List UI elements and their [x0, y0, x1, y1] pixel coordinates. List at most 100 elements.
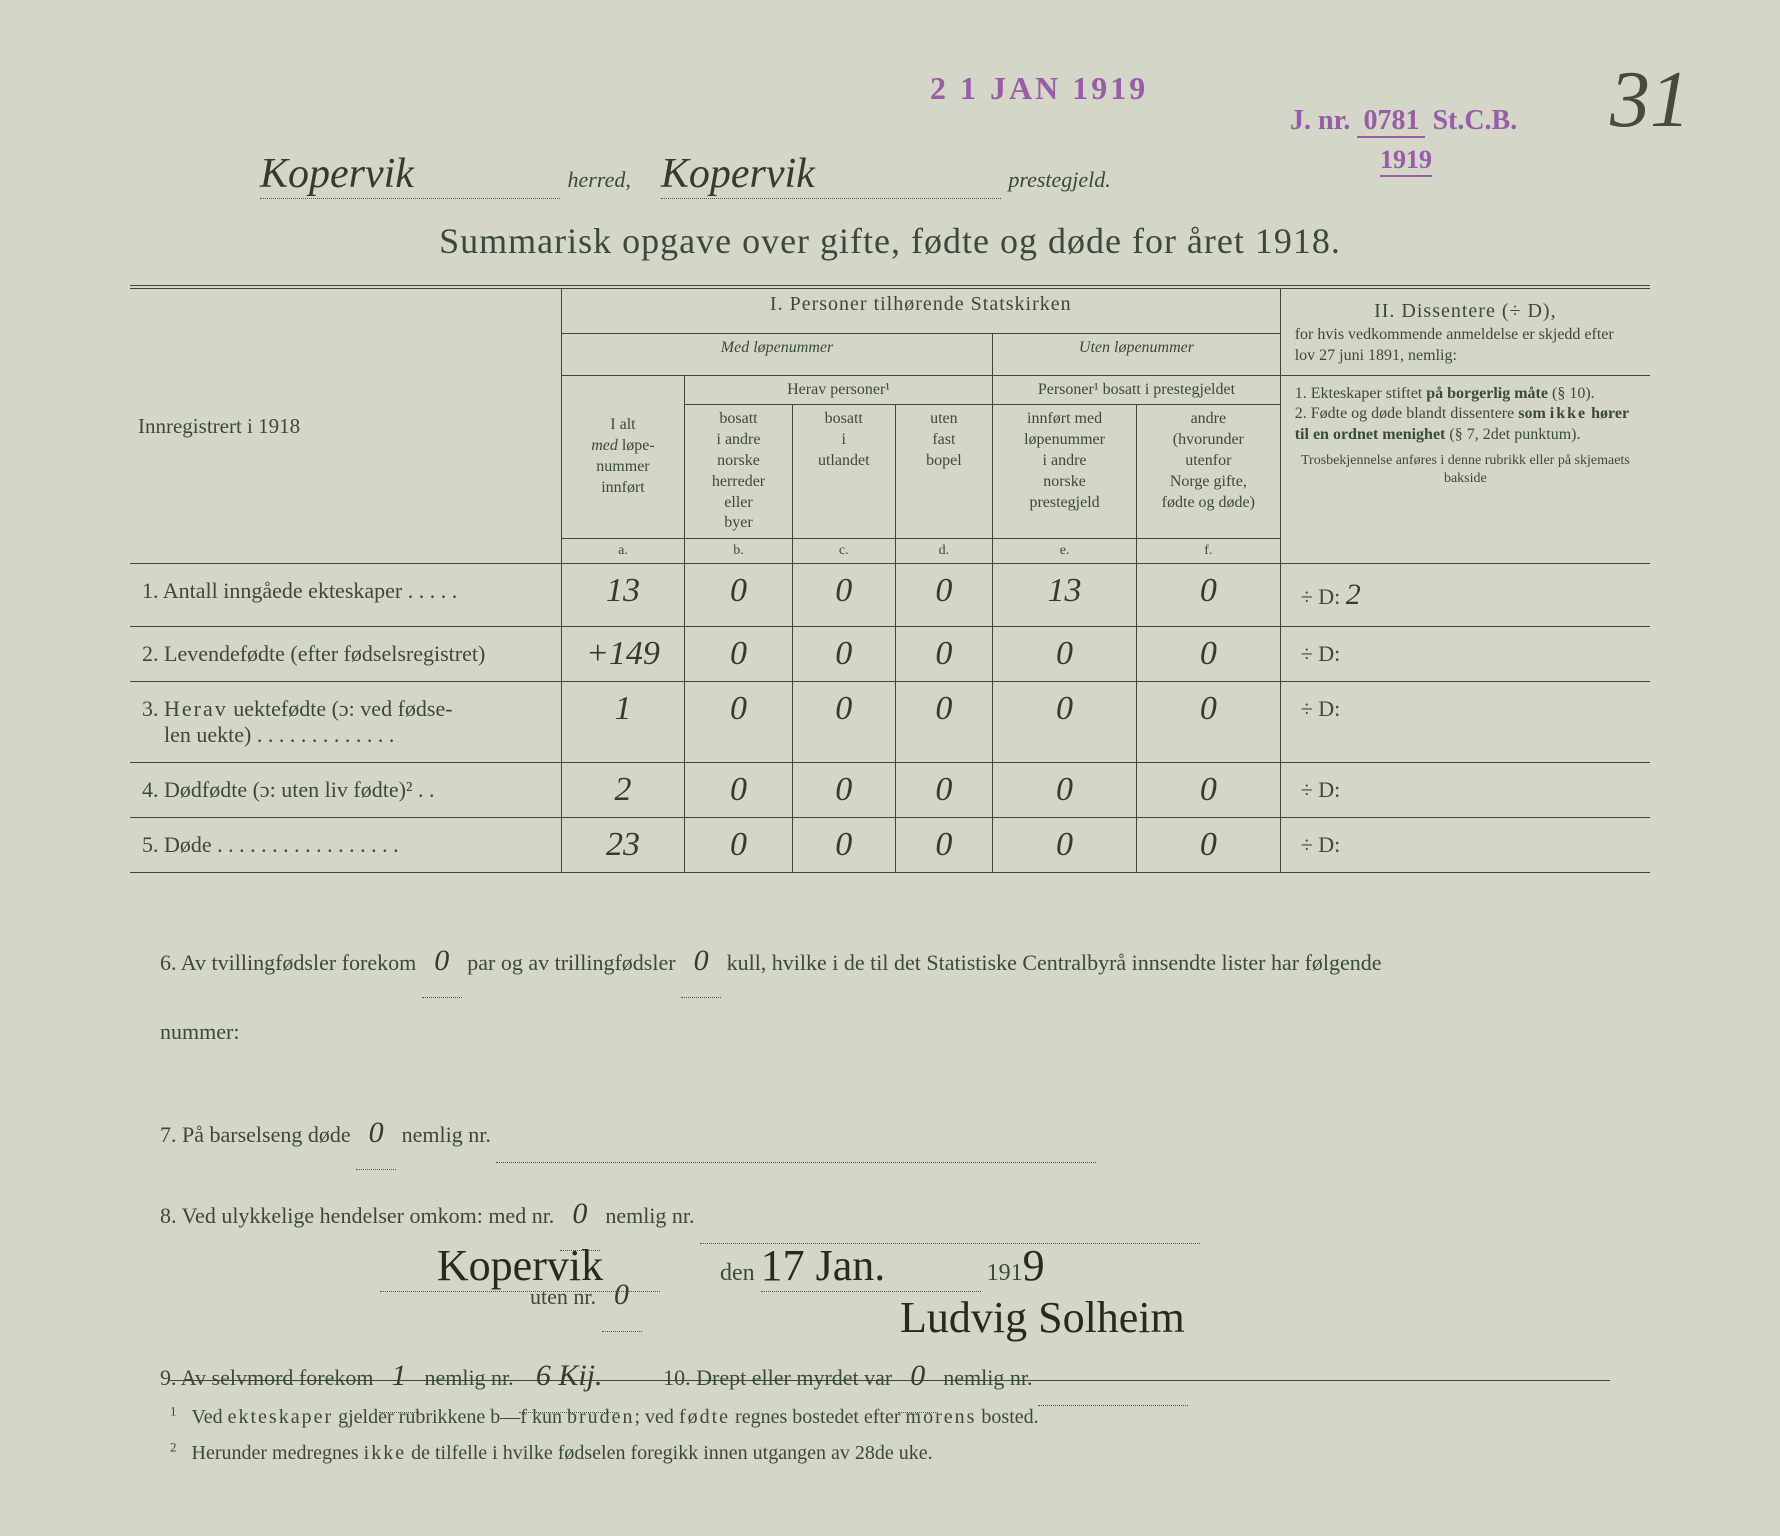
- dissenter-note: Trosbekjennelse anføres i denne rubrikk …: [1295, 452, 1636, 488]
- med-lopenummer-header: Med løpenummer: [561, 334, 992, 375]
- q8-text-b: nemlig nr.: [605, 1203, 694, 1228]
- row-5-e: 0: [993, 818, 1137, 873]
- row-3-b: 0: [685, 682, 793, 763]
- section-2-header: II. Dissentere (÷ D),: [1295, 297, 1636, 325]
- signature-name: Ludvig Solheim: [900, 1292, 1185, 1343]
- q6-text-c: kull, hvilke i de til det Statistiske Ce…: [727, 950, 1382, 975]
- row-1-g: ÷ D: ÷ D: 22: [1280, 564, 1650, 627]
- row-4-label: 4. Dødfødte (ɔ: uten liv fødte)² . .: [130, 763, 561, 818]
- dissenter-item-2: 2. Fødte og døde blandt dissentere som i…: [1295, 404, 1636, 446]
- row-1-e: 13: [993, 564, 1137, 627]
- stamp-year: 1919: [1380, 145, 1432, 177]
- row-1-a: 13: [561, 564, 684, 627]
- row-1-label: 1. Antall inngåede ekteskaper . . . . .: [130, 564, 561, 627]
- q6-text-b: par og av trillingfødsler: [467, 950, 675, 975]
- question-6: 6. Av tvillingfødsler forekom 0 par og a…: [160, 925, 1620, 998]
- signature-date: 17 Jan.: [761, 1240, 981, 1292]
- table-row: 5. Døde . . . . . . . . . . . . . . . . …: [130, 818, 1650, 873]
- row-2-f: 0: [1136, 627, 1280, 682]
- col-letter-f: f.: [1136, 539, 1280, 564]
- lower-questions: 6. Av tvillingfødsler forekom 0 par og a…: [160, 925, 1620, 1421]
- row-3-c: 0: [792, 682, 895, 763]
- signature-den: den: [720, 1260, 755, 1286]
- signature-year-digit: 9: [1023, 1241, 1045, 1290]
- signature-place: Kopervik: [380, 1240, 660, 1292]
- stamp-journal-number: J. nr. 0781 St.C.B.: [1290, 105, 1517, 137]
- row-1-b: 0: [685, 564, 793, 627]
- col-letter-b: b.: [685, 539, 793, 564]
- row-4-f: 0: [1136, 763, 1280, 818]
- stamp-jnr-suffix: St.C.B.: [1432, 105, 1517, 136]
- q7-text-b: nemlig nr.: [402, 1122, 491, 1147]
- row-2-d: 0: [895, 627, 993, 682]
- col-letter-d: d.: [895, 539, 993, 564]
- col-letter-e: e.: [993, 539, 1137, 564]
- row-4-g: ÷ D:: [1280, 763, 1650, 818]
- row-3-g: ÷ D:: [1280, 682, 1650, 763]
- footnote-1: 1 Ved ekteskaper gjelder rubrikkene b—f …: [170, 1399, 1610, 1435]
- footnote-2: 2 Herunder medregnes ikke de tilfelle i …: [170, 1435, 1610, 1471]
- row-2-a: +149: [561, 627, 684, 682]
- row-4-a: 2: [561, 763, 684, 818]
- table-row: 3. Herav uektefødte (ɔ: ved fødse- len u…: [130, 682, 1650, 763]
- row-2-g: ÷ D:: [1280, 627, 1650, 682]
- herav-personer-header: Herav personer¹: [685, 375, 993, 405]
- innregistrert-label: Innregistrert i 1918: [138, 414, 553, 439]
- form-title: Summarisk opgave over gifte, fødte og dø…: [60, 220, 1720, 262]
- header-line: Kopervik herred, Kopervik prestegjeld.: [260, 150, 1111, 199]
- row-1-f: 0: [1136, 564, 1280, 627]
- stamp-jnr-number: 0781: [1357, 105, 1425, 138]
- row-2-e: 0: [993, 627, 1137, 682]
- dissenter-item-1: 1. Ekteskaper stiftet på borgerlig måte …: [1295, 384, 1636, 405]
- row-3-a: 1: [561, 682, 684, 763]
- main-table: Innregistrert i 1918 I. Personer tilhøre…: [130, 285, 1650, 873]
- row-4-c: 0: [792, 763, 895, 818]
- row-1-d: 0: [895, 564, 993, 627]
- q6-text-d: nummer:: [160, 1006, 1620, 1059]
- row-5-b: 0: [685, 818, 793, 873]
- row-5-label: 5. Døde . . . . . . . . . . . . . . . . …: [130, 818, 561, 873]
- col-c-header: bosattiutlandet: [792, 405, 895, 539]
- table-row: 2. Levendefødte (efter fødselsregistret)…: [130, 627, 1650, 682]
- row-4-b: 0: [685, 763, 793, 818]
- row-1-c: 0: [792, 564, 895, 627]
- col-f-header: andre(hvorunderutenforNorge gifte,fødte …: [1136, 405, 1280, 539]
- row-4-e: 0: [993, 763, 1137, 818]
- row-3-e: 0: [993, 682, 1137, 763]
- prestegjeld-label: prestegjeld.: [1008, 167, 1110, 192]
- table-row: 4. Dødfødte (ɔ: uten liv fødte)² . . 2 0…: [130, 763, 1650, 818]
- row-5-d: 0: [895, 818, 993, 873]
- col-letter-c: c.: [792, 539, 895, 564]
- row-2-label: 2. Levendefødte (efter fødselsregistret): [130, 627, 561, 682]
- signature-year-prefix: 191: [987, 1260, 1023, 1286]
- row-5-f: 0: [1136, 818, 1280, 873]
- row-5-g: ÷ D:: [1280, 818, 1650, 873]
- q7-value: 0: [356, 1097, 396, 1170]
- prestegjeld-value: Kopervik: [661, 150, 1001, 199]
- footnotes: 1 Ved ekteskaper gjelder rubrikkene b—f …: [170, 1380, 1610, 1471]
- signature-area: Kopervik den 17 Jan. 1919 Ludvig Solheim: [380, 1240, 1185, 1343]
- q6-twin-value: 0: [422, 925, 462, 998]
- row-3-label: 3. Herav uektefødte (ɔ: ved fødse- len u…: [130, 682, 561, 763]
- row-2-b: 0: [685, 627, 793, 682]
- row-3-f: 0: [1136, 682, 1280, 763]
- herred-label: herred,: [568, 167, 631, 192]
- col-a-header: I altmed løpe-nummerinnført: [561, 375, 684, 539]
- q7-blank: [496, 1109, 1096, 1163]
- question-7: 7. På barselseng døde 0 nemlig nr.: [160, 1097, 1620, 1170]
- row-4-d: 0: [895, 763, 993, 818]
- q8-blank: [700, 1190, 1200, 1244]
- herred-value: Kopervik: [260, 150, 560, 199]
- row-5-c: 0: [792, 818, 895, 873]
- col-e-header: innført medløpenummeri andrenorskepreste…: [993, 405, 1137, 539]
- stamp-jnr-prefix: J. nr.: [1290, 105, 1350, 136]
- dissenter-intro: for hvis vedkommende anmeldelse er skjed…: [1295, 325, 1636, 367]
- row-5-a: 23: [561, 818, 684, 873]
- q8-text-a: 8. Ved ulykkelige hendelser omkom: med n…: [160, 1203, 554, 1228]
- q6-trip-value: 0: [681, 925, 721, 998]
- col-b-header: bosatti andrenorskeherrederellerbyer: [685, 405, 793, 539]
- col-letter-a: a.: [561, 539, 684, 564]
- document-page: 2 1 JAN 1919 J. nr. 0781 St.C.B. 1919 31…: [60, 40, 1720, 1496]
- row-2-c: 0: [792, 627, 895, 682]
- uten-lopenummer-header: Uten løpenummer: [993, 334, 1281, 375]
